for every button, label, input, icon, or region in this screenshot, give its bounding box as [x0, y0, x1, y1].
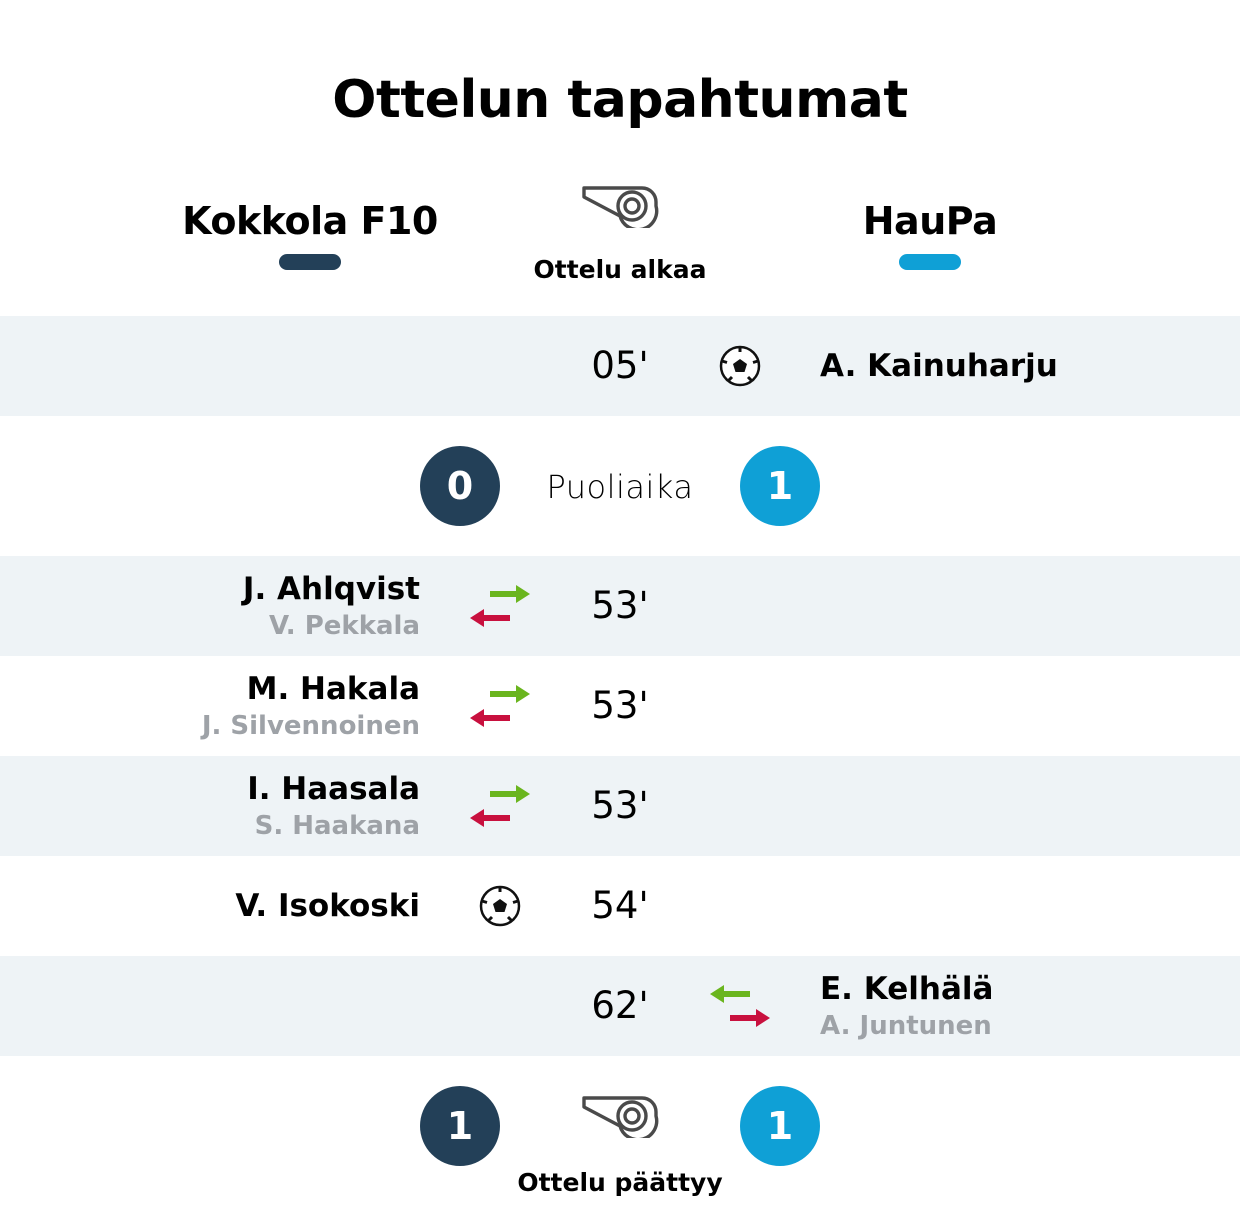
player-out-name: S. Haakana: [254, 810, 420, 841]
event-row: 62' E. Kelhälä A. Juntunen: [0, 956, 1240, 1056]
final-away-score: 1: [740, 1086, 820, 1166]
event-minute: 54': [591, 884, 649, 927]
event-minute: 53': [591, 784, 649, 827]
halftime-label: Puoliaika: [546, 468, 694, 506]
substitution-arrows-icon: [470, 585, 530, 627]
player-in-name: M. Hakala: [246, 670, 420, 707]
home-event-player: V. Isokoski: [120, 856, 420, 956]
goal-scorer-name: V. Isokoski: [235, 887, 420, 924]
halftime-away-score: 1: [740, 446, 820, 526]
away-event-player: E. Kelhälä A. Juntunen: [820, 956, 1120, 1056]
event-minute: 62': [591, 984, 649, 1027]
event-row: 05' A. Kainuharju: [0, 316, 1240, 416]
player-in-name: J. Ahlqvist: [242, 570, 420, 607]
whistle-icon: [582, 1096, 659, 1138]
event-row: V. Isokoski 54': [0, 856, 1240, 956]
player-out-name: V. Pekkala: [269, 610, 420, 641]
final-home-score: 1: [420, 1086, 500, 1166]
substitution-arrows-icon: [470, 785, 530, 827]
home-event-player: J. Ahlqvist V. Pekkala: [120, 556, 420, 656]
player-out-name: A. Juntunen: [820, 1010, 992, 1041]
player-in-name: E. Kelhälä: [820, 970, 994, 1007]
home-team-color-bar: [279, 254, 341, 270]
soccer-ball-icon: [479, 885, 521, 927]
home-event-player: M. Hakala J. Silvennoinen: [120, 656, 420, 756]
away-team-name: HauPa: [862, 199, 998, 243]
page-title: Ottelun tapahtumat: [332, 70, 908, 130]
away-event-player: A. Kainuharju: [820, 316, 1120, 416]
goal-scorer-name: A. Kainuharju: [820, 347, 1058, 384]
event-row: M. Hakala J. Silvennoinen 53': [0, 656, 1240, 756]
player-out-name: J. Silvennoinen: [201, 710, 420, 741]
substitution-arrows-icon: [470, 685, 530, 727]
substitution-arrows-icon: [710, 985, 770, 1027]
event-minute: 53': [591, 684, 649, 727]
home-team-name: Kokkola F10: [182, 199, 438, 243]
home-event-player: I. Haasala S. Haakana: [120, 756, 420, 856]
away-team-color-bar: [899, 254, 961, 270]
halftime-home-score: 0: [420, 446, 500, 526]
match-end-label: Ottelu päättyy: [517, 1168, 723, 1197]
event-minute: 05': [591, 344, 649, 387]
event-row: J. Ahlqvist V. Pekkala 53': [0, 556, 1240, 656]
player-in-name: I. Haasala: [247, 770, 420, 807]
event-minute: 53': [591, 584, 649, 627]
event-row: I. Haasala S. Haakana 53': [0, 756, 1240, 856]
whistle-icon: [582, 186, 659, 228]
soccer-ball-icon: [719, 345, 761, 387]
match-start-label: Ottelu alkaa: [533, 255, 707, 284]
